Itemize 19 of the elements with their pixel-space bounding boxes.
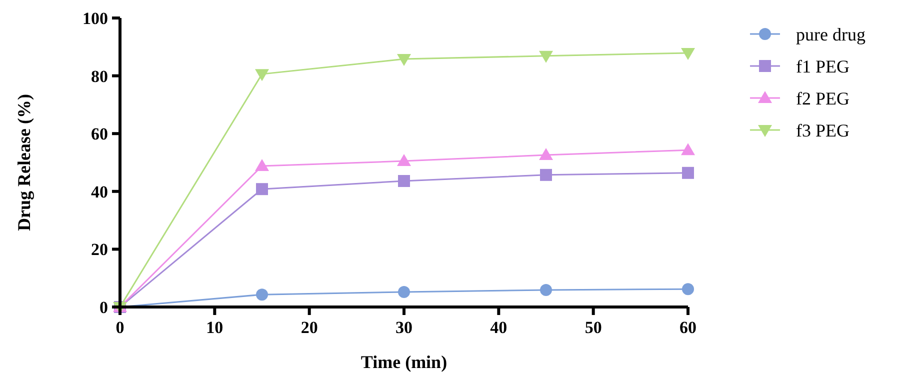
y-tick-label: 40 (91, 182, 108, 202)
x-tick-label: 20 (300, 318, 318, 337)
y-tick-label: 0 (100, 298, 108, 317)
x-tick-label: 40 (490, 318, 508, 337)
x-tick-label: 10 (206, 318, 224, 337)
x-tick-label: 50 (584, 318, 602, 337)
y-tick-label: 100 (82, 8, 108, 28)
y-axis-title: Drug Release (%) (14, 94, 34, 231)
y-tick-label: 20 (91, 240, 108, 260)
y-tick-label: 80 (91, 66, 108, 86)
legend-label: f3 PEG (796, 120, 850, 140)
legend-label: f1 PEG (796, 56, 850, 76)
y-tick-label: 60 (91, 124, 108, 144)
x-tick-label: 30 (396, 318, 412, 337)
x-tick-label: 60 (680, 318, 696, 337)
x-axis-title: Time (min) (360, 352, 448, 372)
legend-label: f2 PEG (796, 88, 850, 108)
legend-label: pure drug (796, 24, 866, 44)
x-tick-label: 0 (116, 318, 124, 337)
